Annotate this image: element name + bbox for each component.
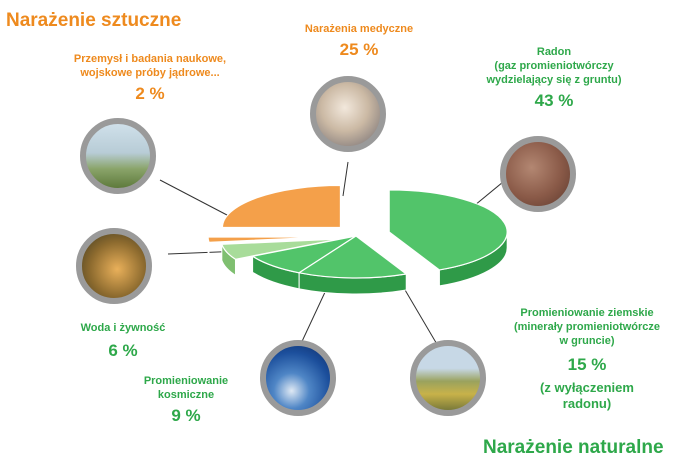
- artificial-exposure-title: Narażenie sztuczne: [6, 10, 182, 31]
- pie: [207, 184, 508, 295]
- medical-percent: 25 %: [339, 40, 379, 59]
- food-label: Woda i żywność: [80, 322, 166, 334]
- industry-label: Przemysł i badania naukowe, wojskowe pró…: [73, 53, 227, 79]
- cosmic-percent: 9 %: [171, 406, 201, 425]
- industry-slice: [207, 236, 327, 259]
- industry-photo-icon: [80, 118, 156, 194]
- radon-percent: 43 %: [534, 91, 574, 110]
- cosmic-label: Promieniowanie kosmiczne: [143, 375, 229, 401]
- radon-slice: [388, 189, 508, 287]
- medical-slice: [221, 184, 342, 229]
- food-percent: 6 %: [108, 341, 138, 360]
- cosmic-slice: [251, 235, 357, 290]
- natural-exposure-title: Narażenie naturalne: [483, 437, 664, 458]
- terrestrial-slice: [297, 235, 408, 295]
- terrestrial-note: (z wyłączeniem radonu): [540, 380, 634, 411]
- earth-from-space-photo-icon: [260, 340, 336, 416]
- terrestrial-label: Promieniowanie ziemskie (minerały promie…: [513, 307, 661, 347]
- medical-label: Narażenia medyczne: [304, 23, 414, 35]
- industry-percent: 2 %: [135, 84, 165, 103]
- food-photo-icon: [76, 228, 152, 304]
- medical-photo-icon: [310, 76, 386, 152]
- radon-label: Radon (gaz promieniotwórczy wydzielający…: [486, 46, 622, 86]
- food-slice: [220, 238, 339, 277]
- soil-photo-icon: [500, 136, 576, 212]
- terrestrial-percent: 15 %: [567, 355, 607, 374]
- landscape-photo-icon: [410, 340, 486, 416]
